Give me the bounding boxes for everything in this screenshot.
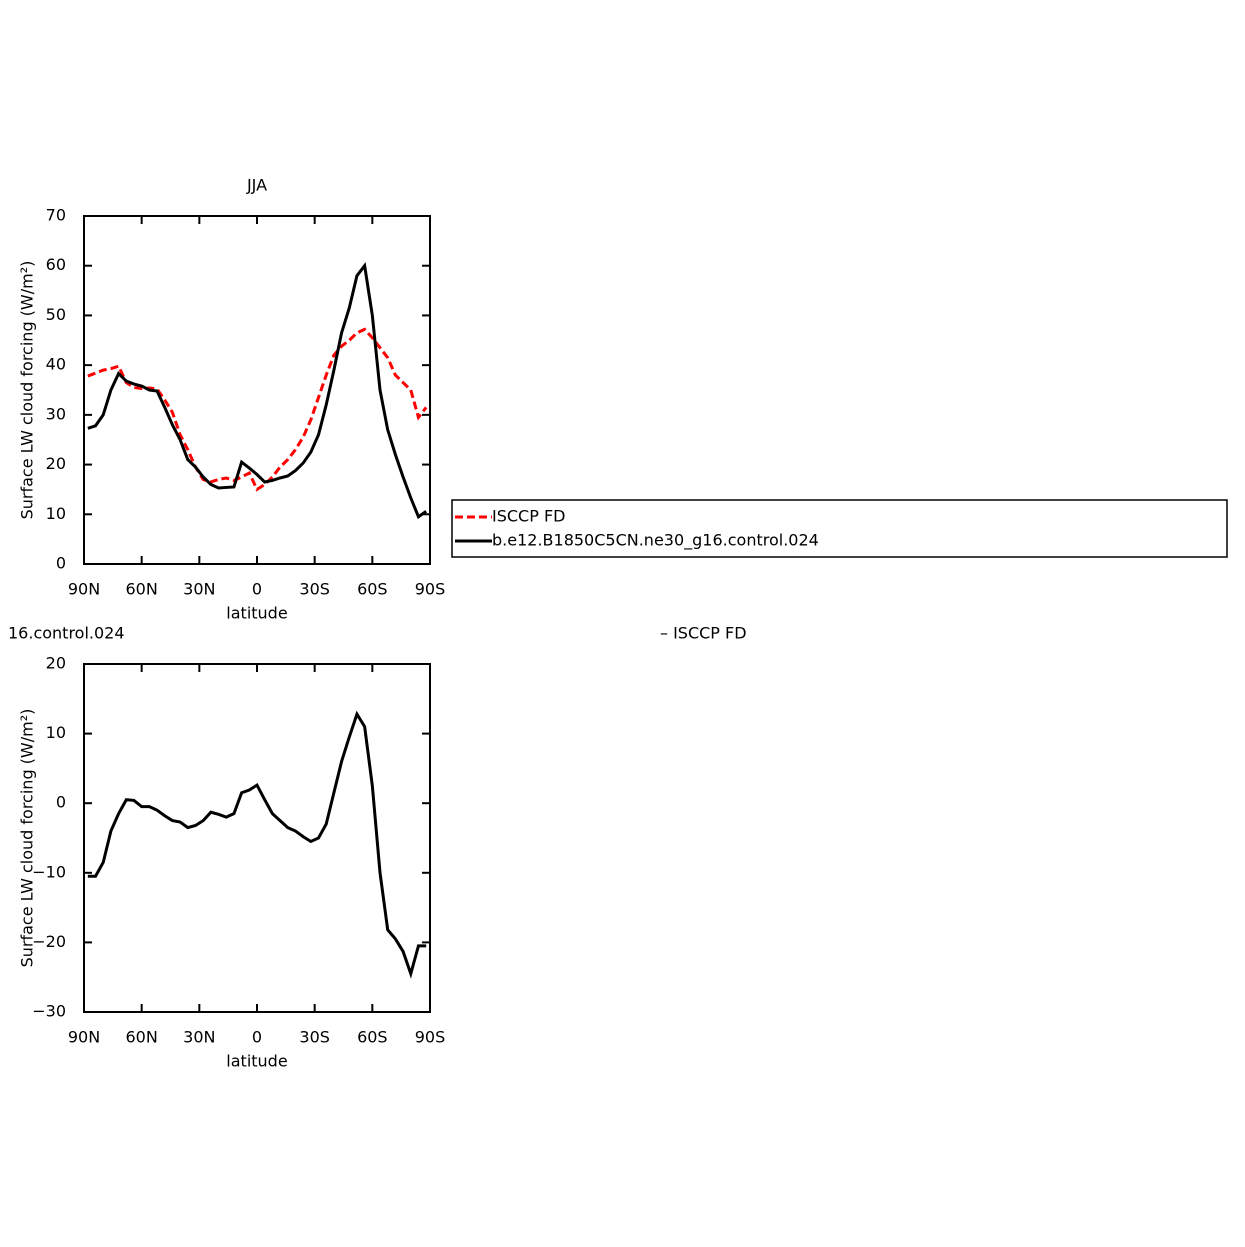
y-tick-label: 0 (56, 554, 66, 573)
plot-frame (83, 215, 431, 565)
x-tick-label: 30N (183, 580, 215, 599)
x-tick-label: 60S (357, 1028, 388, 1047)
legend-label: b.e12.B1850C5CN.ne30_g16.control.024 (492, 531, 819, 551)
chart-title: JJA (246, 176, 267, 195)
x-tick-label: 0 (252, 1028, 262, 1047)
y-tick-label: 70 (46, 206, 66, 225)
x-tick-label: 60N (126, 1028, 158, 1047)
chart-title-right: – ISCCP FD (660, 624, 747, 643)
data-line (87, 710, 427, 979)
data-line (87, 327, 428, 492)
y-tick-label: 60 (46, 255, 66, 274)
x-tick-label: 90S (415, 1028, 446, 1047)
data-line (87, 262, 428, 520)
x-tick-label: 90S (415, 580, 446, 599)
chart-title-left: 16.control.024 (8, 624, 125, 643)
y-tick-label: −20 (32, 932, 66, 951)
y-tick-label: 20 (46, 654, 66, 673)
x-tick-label: 60N (126, 580, 158, 599)
legend-label: ISCCP FD (492, 507, 565, 526)
y-tick-label: 20 (46, 454, 66, 473)
y-axis-label: Surface LW cloud forcing (W/m²) (18, 261, 37, 520)
x-tick-label: 0 (252, 580, 262, 599)
x-axis-label: latitude (226, 604, 287, 623)
y-tick-label: −30 (32, 1002, 66, 1021)
x-tick-label: 30N (183, 1028, 215, 1047)
x-tick-label: 30S (299, 1028, 330, 1047)
x-tick-label: 90N (68, 580, 100, 599)
x-tick-label: 90N (68, 1028, 100, 1047)
x-tick-label: 30S (299, 580, 330, 599)
y-axis-label: Surface LW cloud forcing (W/m²) (18, 709, 37, 968)
y-tick-label: 50 (46, 305, 66, 324)
y-tick-label: 10 (46, 723, 66, 742)
y-tick-label: 0 (56, 793, 66, 812)
x-tick-label: 60S (357, 580, 388, 599)
x-axis-label: latitude (226, 1052, 287, 1071)
legend-box (451, 499, 1228, 558)
y-tick-label: −10 (32, 862, 66, 881)
y-tick-label: 40 (46, 355, 66, 374)
y-tick-label: 30 (46, 404, 66, 423)
y-tick-label: 10 (46, 504, 66, 523)
